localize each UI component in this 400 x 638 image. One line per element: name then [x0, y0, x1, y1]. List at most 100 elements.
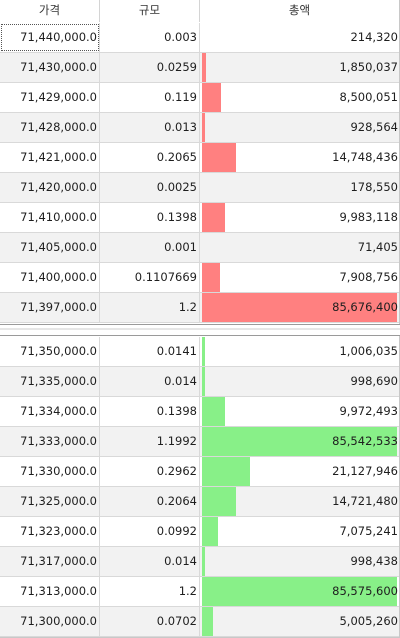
bid-row[interactable]: 71,335,000.0 0.014 998,690 [0, 367, 399, 397]
total-cell[interactable]: 7,075,241 [200, 517, 399, 546]
price-cell[interactable]: 71,440,000.0 [0, 23, 100, 52]
size-cell[interactable]: 0.1398 [100, 397, 200, 426]
ask-row[interactable]: 71,397,000.0 1.2 85,676,400 [0, 293, 399, 323]
total-cell[interactable]: 1,850,037 [200, 53, 399, 82]
price-cell[interactable]: 71,317,000.0 [0, 547, 100, 576]
price-cell[interactable]: 71,313,000.0 [0, 577, 100, 606]
price-cell[interactable]: 71,428,000.0 [0, 113, 100, 142]
size-cell[interactable]: 1.2 [100, 577, 200, 606]
bid-depth-bar [202, 427, 397, 456]
total-cell[interactable]: 998,438 [200, 547, 399, 576]
ask-row[interactable]: 71,429,000.0 0.119 8,500,051 [0, 83, 399, 113]
total-cell[interactable]: 178,550 [200, 173, 399, 202]
price-cell[interactable]: 71,325,000.0 [0, 487, 100, 516]
size-cell[interactable]: 0.014 [100, 547, 200, 576]
ask-row[interactable]: 71,410,000.0 0.1398 9,983,118 [0, 203, 399, 233]
ask-row[interactable]: 71,420,000.0 0.0025 178,550 [0, 173, 399, 203]
price-cell[interactable]: 71,334,000.0 [0, 397, 100, 426]
size-cell[interactable]: 0.119 [100, 83, 200, 112]
size-cell[interactable]: 1.2 [100, 293, 200, 322]
total-cell[interactable]: 71,405 [200, 233, 399, 262]
total-cell[interactable]: 5,005,260 [200, 607, 399, 636]
total-cell[interactable]: 214,320 [200, 23, 399, 52]
size-cell[interactable]: 0.003 [100, 23, 200, 52]
size-cell[interactable]: 0.2962 [100, 457, 200, 486]
total-cell[interactable]: 998,690 [200, 367, 399, 396]
price-cell[interactable]: 71,400,000.0 [0, 263, 100, 292]
bid-row[interactable]: 71,325,000.0 0.2064 14,721,480 [0, 487, 399, 517]
bid-row[interactable]: 71,317,000.0 0.014 998,438 [0, 547, 399, 577]
size-cell[interactable]: 0.1398 [100, 203, 200, 232]
price-cell[interactable]: 71,410,000.0 [0, 203, 100, 232]
price-cell[interactable]: 71,335,000.0 [0, 367, 100, 396]
bid-depth-bar [202, 457, 250, 486]
total-cell[interactable]: 928,564 [200, 113, 399, 142]
total-value: 71,405 [357, 240, 398, 254]
size-cell[interactable]: 0.0992 [100, 517, 200, 546]
price-cell[interactable]: 71,323,000.0 [0, 517, 100, 546]
bid-row[interactable]: 71,333,000.0 1.1992 85,542,533 [0, 427, 399, 457]
total-value: 178,550 [350, 180, 398, 194]
ask-depth-bar [202, 113, 205, 142]
total-value: 998,690 [350, 374, 398, 388]
price-cell[interactable]: 71,421,000.0 [0, 143, 100, 172]
column-header-size[interactable]: 규모 [100, 0, 200, 22]
column-header-total[interactable]: 총액 [288, 3, 311, 17]
ask-row[interactable]: 71,440,000.0 0.003 214,320 [0, 23, 399, 53]
total-cell[interactable]: 85,542,533 [200, 427, 399, 456]
price-cell[interactable]: 71,430,000.0 [0, 53, 100, 82]
bid-depth-bar [202, 337, 205, 366]
size-cell[interactable]: 1.1992 [100, 427, 200, 456]
ask-depth-bar [202, 83, 221, 112]
total-value: 14,748,436 [332, 150, 398, 164]
size-cell[interactable]: 0.2065 [100, 143, 200, 172]
size-cell[interactable]: 0.013 [100, 113, 200, 142]
bid-row[interactable]: 71,323,000.0 0.0992 7,075,241 [0, 517, 399, 547]
bid-row[interactable]: 71,350,000.0 0.0141 1,006,035 [0, 337, 399, 367]
size-cell[interactable]: 0.0259 [100, 53, 200, 82]
price-cell[interactable]: 71,405,000.0 [0, 233, 100, 262]
bid-row[interactable]: 71,300,000.0 0.0702 5,005,260 [0, 607, 399, 637]
size-cell[interactable]: 0.0702 [100, 607, 200, 636]
total-cell[interactable]: 14,748,436 [200, 143, 399, 172]
size-cell[interactable]: 0.2064 [100, 487, 200, 516]
price-cell[interactable]: 71,429,000.0 [0, 83, 100, 112]
bid-depth-bar [202, 487, 236, 516]
total-value: 1,006,035 [339, 344, 398, 358]
total-cell[interactable]: 1,006,035 [200, 337, 399, 366]
total-cell[interactable]: 85,676,400 [200, 293, 399, 322]
size-cell[interactable]: 0.0025 [100, 173, 200, 202]
total-value: 7,075,241 [339, 524, 398, 538]
ask-row[interactable]: 71,400,000.0 0.1107669 7,908,756 [0, 263, 399, 293]
total-cell[interactable]: 9,972,493 [200, 397, 399, 426]
ask-row[interactable]: 71,428,000.0 0.013 928,564 [0, 113, 399, 143]
ask-row[interactable]: 71,430,000.0 0.0259 1,850,037 [0, 53, 399, 83]
total-value: 85,542,533 [332, 434, 398, 448]
total-cell[interactable]: 85,575,600 [200, 577, 399, 606]
total-value: 21,127,946 [332, 464, 398, 478]
ask-depth-bar [202, 263, 220, 292]
price-cell[interactable]: 71,350,000.0 [0, 337, 100, 366]
price-cell[interactable]: 71,330,000.0 [0, 457, 100, 486]
column-header-price[interactable]: 가격 [0, 0, 100, 22]
bid-row[interactable]: 71,330,000.0 0.2962 21,127,946 [0, 457, 399, 487]
bid-row[interactable]: 71,313,000.0 1.2 85,575,600 [0, 577, 399, 607]
size-cell[interactable]: 0.014 [100, 367, 200, 396]
total-cell[interactable]: 7,908,756 [200, 263, 399, 292]
total-cell[interactable]: 14,721,480 [200, 487, 399, 516]
total-cell[interactable]: 8,500,051 [200, 83, 399, 112]
price-cell[interactable]: 71,333,000.0 [0, 427, 100, 456]
size-cell[interactable]: 0.001 [100, 233, 200, 262]
size-cell[interactable]: 0.0141 [100, 337, 200, 366]
size-cell[interactable]: 0.1107669 [100, 263, 200, 292]
total-value: 8,500,051 [339, 90, 398, 104]
total-cell[interactable]: 21,127,946 [200, 457, 399, 486]
total-cell[interactable]: 9,983,118 [200, 203, 399, 232]
ask-depth-bar [202, 53, 206, 82]
bid-row[interactable]: 71,334,000.0 0.1398 9,972,493 [0, 397, 399, 427]
price-cell[interactable]: 71,397,000.0 [0, 293, 100, 322]
price-cell[interactable]: 71,420,000.0 [0, 173, 100, 202]
ask-row[interactable]: 71,405,000.0 0.001 71,405 [0, 233, 399, 263]
price-cell[interactable]: 71,300,000.0 [0, 607, 100, 636]
ask-row[interactable]: 71,421,000.0 0.2065 14,748,436 [0, 143, 399, 173]
